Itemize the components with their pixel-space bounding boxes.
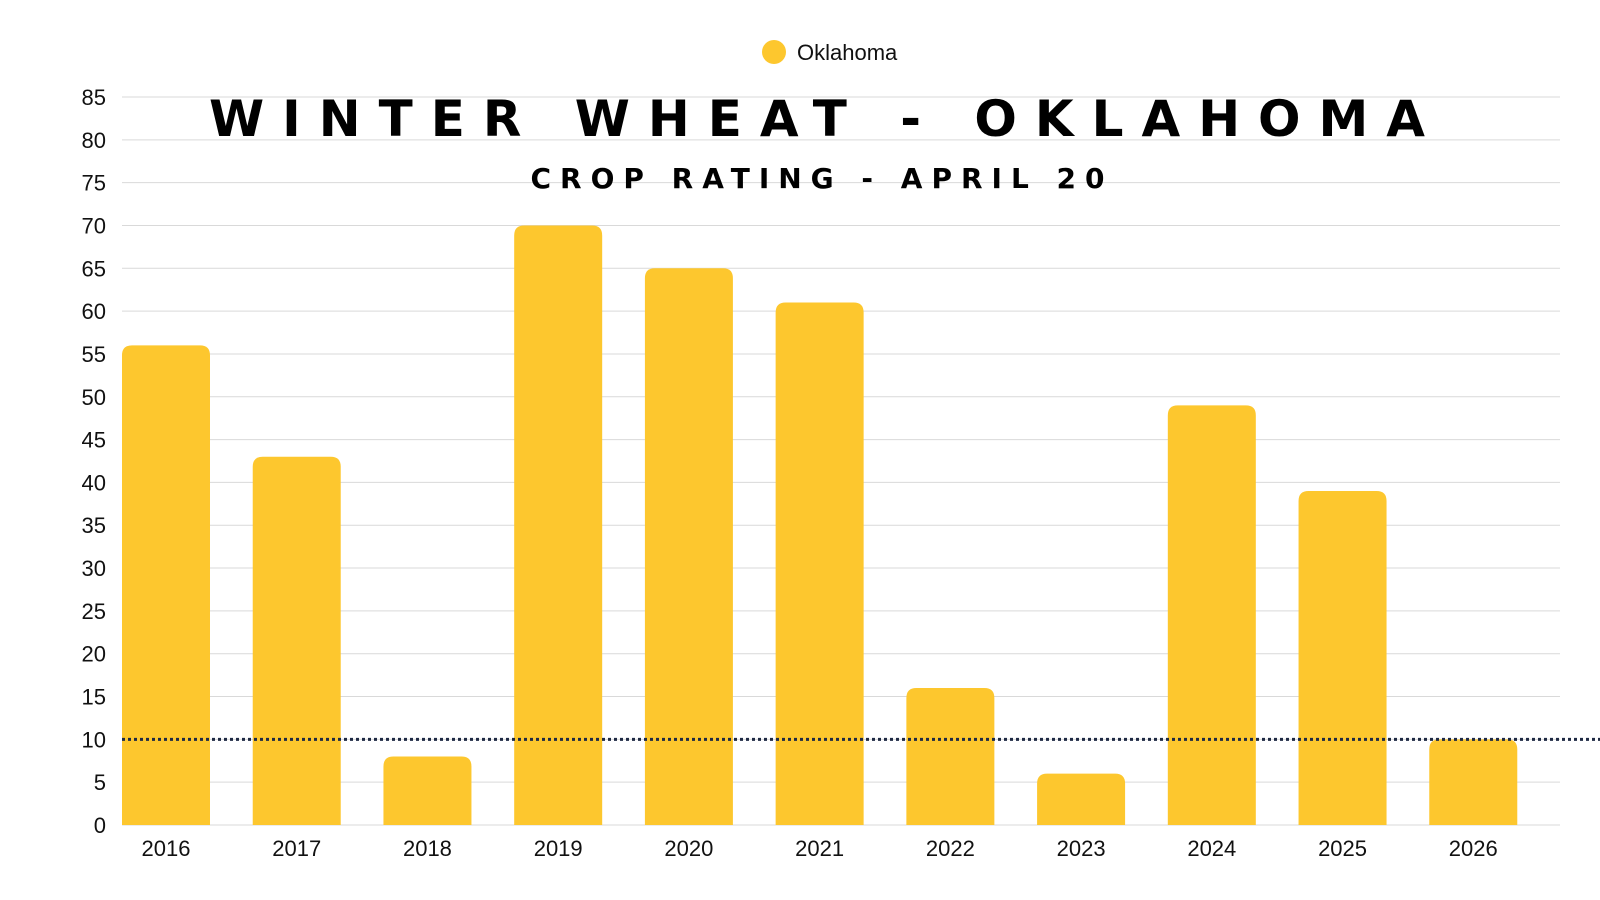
x-tick-label-2020: 2020 (664, 836, 713, 861)
y-tick-label: 0 (94, 813, 106, 838)
bar-2021[interactable] (775, 302, 864, 825)
y-tick-label: 30 (82, 556, 106, 581)
y-tick-label: 45 (82, 428, 106, 453)
x-axis-ticks: 2016 2017 2018 2019 2020 2021 2022 2023 2024 2025… (142, 836, 1498, 861)
x-tick-label-2023: 2023 (1057, 836, 1106, 861)
y-tick-label: 5 (94, 770, 106, 795)
legend-label-oklahoma: Oklahoma (797, 40, 898, 65)
y-tick-label: 50 (82, 385, 106, 410)
x-tick-label-2024: 2024 (1187, 836, 1236, 861)
y-axis-ticks: 0 5 10 15 20 25 30 35 40 45 50 55 60 65 70 75 80 85 (82, 85, 106, 838)
legend[interactable]: Oklahoma (762, 40, 898, 65)
x-tick-label-2016: 2016 (142, 836, 191, 861)
bar-2023[interactable] (1037, 773, 1126, 825)
y-tick-label: 70 (82, 213, 106, 238)
x-tick-label-2018: 2018 (403, 836, 452, 861)
y-tick-label: 60 (82, 299, 106, 324)
y-tick-label: 55 (82, 342, 106, 367)
x-tick-label-2026: 2026 (1449, 836, 1498, 861)
y-tick-label: 80 (82, 128, 106, 153)
y-tick-label: 85 (82, 85, 106, 110)
y-tick-label: 20 (82, 642, 106, 667)
y-tick-label: 10 (82, 727, 106, 752)
bar-2016[interactable] (122, 345, 210, 825)
bar-2017[interactable] (252, 456, 341, 825)
x-tick-label-2021: 2021 (795, 836, 844, 861)
bar-2022[interactable] (906, 687, 995, 825)
x-tick-label-2022: 2022 (926, 836, 975, 861)
y-tick-label: 35 (82, 513, 106, 538)
bar-2020[interactable] (644, 268, 733, 825)
bar-2026[interactable] (1429, 739, 1518, 825)
y-tick-label: 15 (82, 685, 106, 710)
bar-2019[interactable] (514, 225, 603, 825)
bar-2018[interactable] (383, 756, 472, 825)
x-tick-label-2025: 2025 (1318, 836, 1367, 861)
bars (122, 225, 1518, 825)
y-tick-label: 25 (82, 599, 106, 624)
bar-2025[interactable] (1298, 490, 1387, 825)
bar-2024[interactable] (1167, 405, 1256, 825)
legend-swatch-oklahoma (762, 40, 786, 64)
x-tick-label-2019: 2019 (534, 836, 583, 861)
y-tick-label: 75 (82, 171, 106, 196)
chart-title: WINTER WHEAT - OKLAHOMA (209, 90, 1443, 148)
y-tick-label: 65 (82, 256, 106, 281)
x-tick-label-2017: 2017 (272, 836, 321, 861)
chart-subtitle: CROP RATING - APRIL 20 (530, 162, 1113, 195)
y-tick-label: 40 (82, 470, 106, 495)
